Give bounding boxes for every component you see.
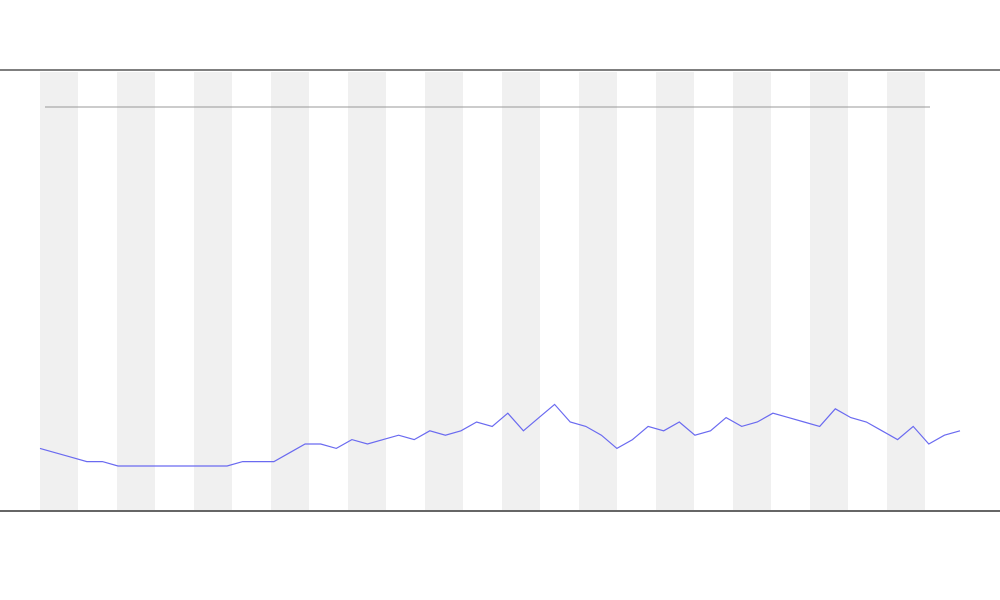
band	[40, 72, 78, 510]
band	[656, 72, 694, 510]
band	[271, 72, 309, 510]
band	[348, 72, 386, 510]
background-bands	[40, 72, 925, 510]
band	[733, 72, 771, 510]
band	[502, 72, 540, 510]
band	[117, 72, 155, 510]
band	[887, 72, 925, 510]
band	[579, 72, 617, 510]
band	[425, 72, 463, 510]
series-line	[39, 403, 961, 467]
band	[194, 72, 232, 510]
band	[810, 72, 848, 510]
